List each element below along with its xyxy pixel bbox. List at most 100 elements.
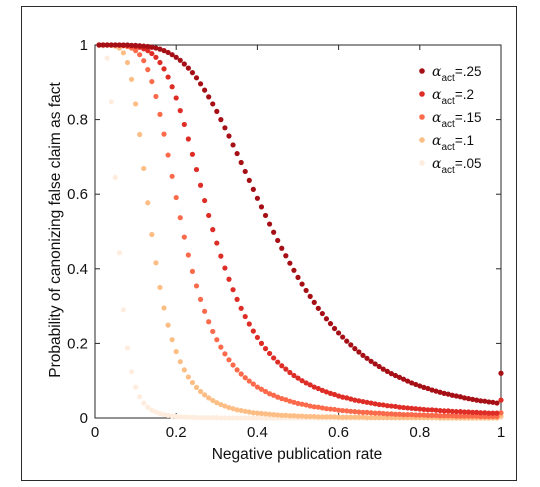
data-point — [327, 406, 334, 412]
data-point — [181, 414, 187, 420]
data-point — [453, 409, 459, 415]
data-point — [498, 397, 504, 403]
data-point — [202, 308, 208, 314]
data-point — [364, 355, 370, 361]
data-point — [445, 391, 451, 397]
data-point — [405, 378, 411, 384]
data-point — [202, 415, 208, 421]
data-point — [482, 413, 488, 420]
data-point — [388, 415, 394, 421]
data-point — [275, 394, 281, 400]
data-point — [266, 391, 273, 397]
data-point — [206, 415, 212, 421]
data-point — [112, 174, 118, 181]
data-point — [214, 337, 220, 343]
data-point — [124, 42, 131, 48]
data-point — [360, 409, 366, 415]
data-point — [340, 407, 346, 414]
data-point — [287, 260, 293, 266]
data-point — [457, 413, 463, 419]
data-point — [197, 388, 204, 395]
data-point — [197, 415, 204, 421]
data-point — [372, 361, 378, 367]
legend-alpha: α — [432, 156, 442, 172]
data-point — [315, 414, 321, 420]
legend-alpha: α — [432, 133, 442, 149]
legend-value: =.2 — [455, 87, 474, 102]
data-point — [157, 410, 163, 417]
data-point — [303, 287, 309, 294]
data-point — [441, 390, 447, 396]
figure-frame — [21, 6, 517, 481]
data-point — [311, 413, 317, 420]
data-point — [238, 371, 244, 377]
data-point — [380, 415, 386, 421]
series-0 — [96, 42, 504, 406]
data-point — [120, 42, 127, 48]
data-point — [222, 403, 228, 409]
data-point — [413, 381, 419, 388]
data-point — [453, 413, 459, 419]
data-point — [340, 414, 346, 420]
data-point — [218, 117, 224, 123]
data-point — [149, 78, 155, 85]
y-axis-label: Probability of canonizing false claim as… — [47, 82, 64, 378]
x-tick-label: 0.2 — [166, 424, 187, 441]
data-point — [384, 411, 390, 417]
data-point — [181, 61, 187, 67]
x-tick-label: 0.8 — [409, 424, 430, 441]
data-point — [287, 398, 293, 404]
data-point — [262, 415, 269, 421]
data-point — [449, 392, 455, 398]
data-point — [250, 415, 256, 421]
data-point — [327, 321, 334, 327]
data-point — [352, 414, 358, 420]
data-point — [319, 405, 325, 411]
data-point — [242, 375, 248, 381]
data-point — [193, 283, 200, 289]
data-point — [372, 415, 378, 421]
data-point — [271, 412, 277, 418]
data-point — [283, 397, 289, 403]
data-point — [161, 48, 167, 54]
data-point — [177, 57, 183, 63]
data-point — [189, 151, 196, 157]
data-point — [469, 413, 476, 419]
data-point — [315, 305, 321, 311]
data-point — [295, 400, 301, 407]
data-point — [165, 322, 171, 328]
data-point — [307, 403, 313, 409]
data-point — [494, 400, 500, 406]
data-point — [392, 411, 399, 417]
data-point — [498, 410, 504, 416]
data-point — [311, 299, 317, 305]
data-point — [283, 253, 289, 259]
data-point — [185, 374, 191, 380]
legend-marker — [419, 68, 425, 74]
data-point — [319, 310, 325, 317]
data-point — [108, 99, 114, 105]
data-point — [445, 408, 451, 414]
data-point — [230, 362, 236, 368]
data-point — [486, 410, 492, 416]
data-point — [120, 307, 127, 313]
data-point — [388, 371, 394, 377]
data-point — [413, 412, 419, 418]
data-point — [262, 411, 269, 417]
data-point — [356, 414, 362, 420]
data-point — [445, 413, 451, 419]
data-point — [246, 321, 252, 327]
x-tick-label: 0 — [91, 424, 99, 441]
data-point — [433, 412, 439, 418]
data-point — [425, 385, 431, 392]
data-point — [157, 46, 163, 52]
data-point — [222, 265, 228, 271]
legend-alpha: α — [432, 64, 442, 80]
data-point — [275, 359, 281, 365]
data-point — [360, 398, 366, 405]
data-point — [396, 404, 403, 410]
data-point — [206, 94, 212, 100]
data-point — [287, 413, 293, 419]
legend-value: =.15 — [455, 110, 482, 125]
